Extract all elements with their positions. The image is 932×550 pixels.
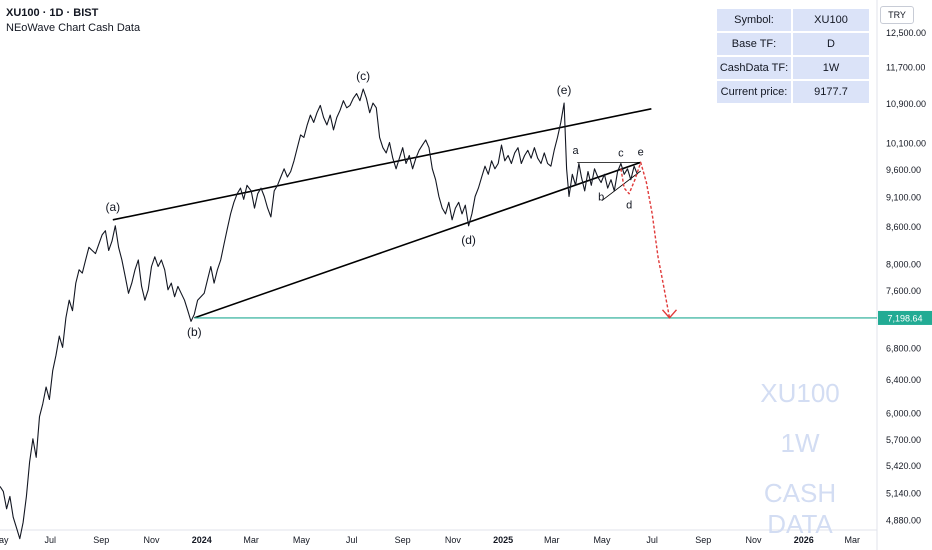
trend-line-lower xyxy=(194,161,641,319)
wave-label: b xyxy=(598,191,604,203)
info-table: Symbol: XU100 Base TF: D CashData TF: 1W… xyxy=(715,7,871,105)
x-tick-label: May xyxy=(593,535,611,545)
x-tick-label: Jul xyxy=(346,535,358,545)
info-row-symbol: Symbol: XU100 xyxy=(717,9,869,31)
y-tick-label: 10,100.00 xyxy=(886,139,926,149)
info-value: XU100 xyxy=(793,9,869,31)
currency-button[interactable]: TRY xyxy=(880,6,914,24)
y-tick-label: 6,800.00 xyxy=(886,343,921,353)
annotations-layer: (a) (b) (c) (d) (e) a b c d e xyxy=(105,69,643,339)
wave-label: (e) xyxy=(557,83,572,97)
y-tick-label: 8,000.00 xyxy=(886,259,921,269)
x-tick-label: Nov xyxy=(144,535,161,545)
y-tick-label: 12,500.00 xyxy=(886,28,926,38)
target-level-label-bg xyxy=(878,310,932,325)
chart-subtitle: NEoWave Chart Cash Data xyxy=(6,22,141,34)
price-series-line xyxy=(0,88,638,540)
y-tick-label: 10,900.00 xyxy=(886,99,926,109)
info-value: 1W xyxy=(793,57,869,79)
wave-label: (a) xyxy=(105,200,120,214)
info-row-current-price: Current price: 9177.7 xyxy=(717,81,869,103)
projection-arrowhead xyxy=(661,309,678,319)
x-tick-label: Sep xyxy=(695,535,711,545)
info-key: Symbol: xyxy=(717,9,791,31)
y-tick-label: 9,100.00 xyxy=(886,193,921,203)
y-tick-label: 11,700.00 xyxy=(886,62,925,72)
x-tick-label: Jul xyxy=(646,535,658,545)
chart-header: XU100 · 1D · BIST NEoWave Chart Cash Dat… xyxy=(6,6,140,36)
wave-label: e xyxy=(638,146,644,158)
y-tick-label: 5,700.00 xyxy=(886,435,921,445)
x-tick-label: Sep xyxy=(395,535,411,545)
y-tick-label: 9,600.00 xyxy=(886,165,921,175)
y-tick-label: 7,600.00 xyxy=(886,286,921,296)
symbol-title: XU100 · 1D · BIST xyxy=(6,7,99,19)
x-tick-label: May xyxy=(0,535,9,545)
x-tick-label: Sep xyxy=(93,535,109,545)
x-tick-label: Jul xyxy=(44,535,56,545)
trend-line-upper xyxy=(112,108,652,221)
tick-labels-layer: 12,500.00 11,700.00 10,900.00 10,100.00 9,60… xyxy=(0,28,926,545)
info-value: D xyxy=(793,33,869,55)
trend-line-triangle-bottom xyxy=(601,170,641,201)
x-tick-label: 2024 xyxy=(192,535,212,545)
info-value: 9177.7 xyxy=(793,81,869,103)
watermark-label: CASH DATA xyxy=(763,478,837,539)
info-key: CashData TF: xyxy=(717,57,791,79)
y-tick-label: 4,880.00 xyxy=(886,515,921,525)
y-tick-label: 5,140.00 xyxy=(886,488,921,498)
price-series-layer xyxy=(0,88,638,540)
wave-label: d xyxy=(626,200,632,212)
y-tick-label: 5,420.00 xyxy=(886,461,921,471)
info-row-cashdata-tf: CashData TF: 1W xyxy=(717,57,869,79)
watermark-symbol: XU100 xyxy=(760,378,840,408)
projection-path xyxy=(620,161,671,318)
y-tick-label: 6,000.00 xyxy=(886,408,921,418)
axes-layer xyxy=(0,0,878,550)
wave-label: (b) xyxy=(187,325,202,339)
x-tick-label: May xyxy=(293,535,311,545)
wave-label: (c) xyxy=(356,69,370,83)
y-tick-label: 6,400.00 xyxy=(886,375,921,385)
info-key: Base TF: xyxy=(717,33,791,55)
x-tick-label: Mar xyxy=(544,535,560,545)
wave-label: c xyxy=(618,147,624,159)
wave-label: (d) xyxy=(461,233,476,247)
target-level-label: 7,198.64 xyxy=(887,313,922,323)
x-tick-label: Nov xyxy=(745,535,762,545)
x-tick-label: Nov xyxy=(445,535,462,545)
trend-lines-layer: 7,198.64 xyxy=(112,108,932,325)
info-key: Current price: xyxy=(717,81,791,103)
y-tick-label: 8,600.00 xyxy=(886,222,921,232)
info-row-base-tf: Base TF: D xyxy=(717,33,869,55)
x-tick-label: 2026 xyxy=(794,535,814,545)
wave-label: a xyxy=(573,145,580,157)
x-tick-label: Mar xyxy=(845,535,861,545)
x-tick-label: Mar xyxy=(243,535,259,545)
projection-layer xyxy=(620,161,678,319)
x-tick-label: 2025 xyxy=(493,535,513,545)
watermark-timeframe: 1W xyxy=(780,428,820,458)
